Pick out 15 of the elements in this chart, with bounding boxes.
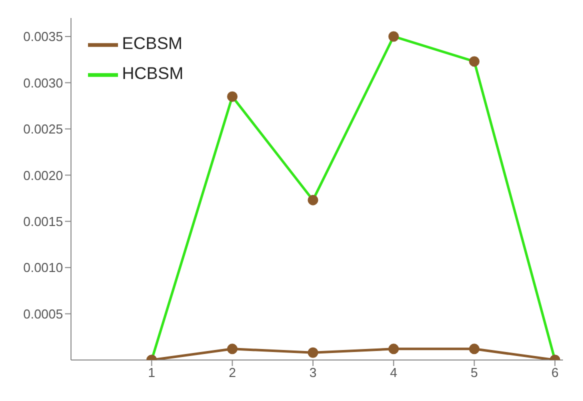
y-tick-label: 0.0010 (23, 260, 63, 276)
y-tick-label: 0.0015 (23, 214, 63, 229)
x-tick-label: 1 (148, 365, 156, 380)
x-tick-label: 3 (309, 365, 317, 380)
y-tick-label: 0.0005 (23, 306, 63, 322)
y-tick-label: 0.0030 (23, 75, 63, 90)
x-tick-label: 4 (390, 365, 398, 380)
legend-label: HCBSM (122, 64, 184, 84)
y-tick-label: 0.0025 (23, 122, 63, 137)
x-tick-label: 5 (470, 365, 478, 380)
y-tick-label: 0.0020 (23, 168, 63, 183)
legend-label: ECBSM (122, 34, 182, 54)
y-tick-label: 0.0035 (23, 29, 63, 44)
x-tick-label: 6 (551, 365, 559, 380)
x-tick-label: 2 (228, 365, 236, 380)
